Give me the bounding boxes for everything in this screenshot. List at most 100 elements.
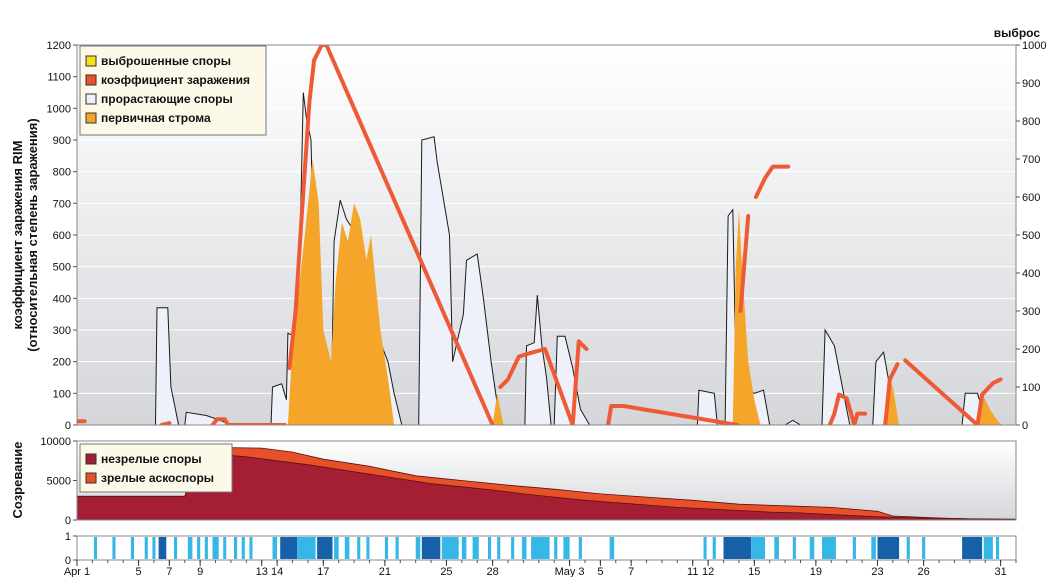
x-tick-label: 11 bbox=[687, 566, 698, 577]
event-segment bbox=[187, 537, 193, 559]
events-y-tick-label: 0 bbox=[65, 555, 71, 567]
legend-swatch-immature bbox=[85, 453, 97, 465]
x-tick-label: 7 bbox=[628, 566, 634, 577]
event-segment bbox=[158, 537, 167, 559]
event-segment bbox=[472, 537, 479, 559]
y2-tick-label: 400 bbox=[1022, 268, 1040, 280]
events-y-axis: 01 bbox=[65, 531, 77, 567]
y2-tick-label: 700 bbox=[1022, 154, 1040, 166]
x-tick-label: May 3 bbox=[555, 566, 585, 577]
event-segment bbox=[241, 537, 245, 559]
legend-swatch-germinating bbox=[85, 93, 97, 105]
legend-label-germinating: прорастающие споры bbox=[101, 92, 233, 106]
event-segment bbox=[366, 537, 370, 559]
y2-tick-label: 300 bbox=[1022, 306, 1040, 318]
event-segment bbox=[130, 537, 134, 559]
infection-y-axis: 0 100 200 300 400 500 600 700 800 900 1000 1100 1200 bbox=[47, 40, 77, 432]
legend-swatch-discharged bbox=[85, 55, 97, 67]
y-tick-label: 800 bbox=[53, 167, 71, 179]
immature-spores-area bbox=[77, 452, 1016, 520]
event-segment bbox=[144, 537, 148, 559]
event-segment bbox=[563, 537, 570, 559]
event-segment bbox=[554, 537, 558, 559]
y2-tick-label: 800 bbox=[1022, 116, 1040, 128]
event-segment bbox=[809, 537, 815, 559]
event-segment bbox=[272, 537, 278, 559]
event-segment bbox=[93, 537, 97, 559]
x-tick-label: 7 bbox=[166, 566, 172, 577]
event-segment bbox=[751, 537, 766, 559]
event-segment bbox=[852, 537, 856, 559]
y-tick-label: 1100 bbox=[47, 72, 71, 84]
event-segment bbox=[521, 537, 527, 559]
infection-index-segment bbox=[903, 358, 1003, 425]
maturation-y-tick-label: 10000 bbox=[40, 436, 71, 448]
infection-index-segment bbox=[210, 417, 287, 425]
event-segment bbox=[511, 537, 515, 559]
y-tick-label: 900 bbox=[53, 135, 71, 147]
event-segment bbox=[249, 537, 253, 559]
x-tick-label: 25 bbox=[440, 566, 452, 577]
event-segments bbox=[93, 537, 1000, 559]
ylabel-line-2: (относительная степень заражения) bbox=[25, 118, 40, 351]
event-segment bbox=[962, 537, 983, 559]
event-segment bbox=[609, 537, 615, 559]
x-tick-label: Apr 1 bbox=[64, 566, 90, 577]
event-segment bbox=[703, 537, 707, 559]
y2-tick-label: 100 bbox=[1022, 382, 1040, 394]
event-segment bbox=[357, 537, 361, 559]
event-segment bbox=[204, 537, 208, 559]
event-segment bbox=[334, 537, 339, 559]
event-segment bbox=[223, 537, 227, 559]
events-plot-frame bbox=[76, 535, 1017, 561]
y-tick-label: 0 bbox=[65, 420, 71, 432]
event-segment bbox=[317, 537, 333, 559]
infection-panel: 0100200300400500600700800900100011001200… bbox=[10, 26, 1046, 432]
maturation-panel: 0 5000 10000 Созревание незрелые споры зре… bbox=[10, 436, 1017, 527]
infection-index-line bbox=[77, 45, 1003, 425]
infection-grid bbox=[77, 44, 1016, 394]
event-segment bbox=[906, 537, 910, 559]
event-segment bbox=[461, 537, 467, 559]
discharge-axis-label: выброс bbox=[994, 26, 1041, 40]
event-segment bbox=[234, 537, 238, 559]
x-tick-label: 17 bbox=[317, 566, 329, 577]
infection-index-segment bbox=[883, 362, 900, 425]
x-tick-label: 9 bbox=[197, 566, 203, 577]
legend-label-immature: незрелые споры bbox=[101, 452, 202, 466]
x-tick-label: 13 bbox=[256, 566, 268, 577]
x-tick-label: 23 bbox=[871, 566, 883, 577]
y-tick-label: 200 bbox=[53, 357, 71, 369]
infection-index-segment bbox=[498, 339, 589, 425]
infection-legend: выброшенные споры коэффициент заражения … bbox=[79, 45, 267, 136]
event-segment bbox=[197, 537, 201, 559]
maturation-legend-box bbox=[79, 443, 233, 493]
y-tick-label: 500 bbox=[53, 262, 71, 274]
infection-index-segment bbox=[287, 45, 495, 425]
event-segment bbox=[212, 537, 219, 559]
event-segment bbox=[344, 537, 350, 559]
y2-tick-label: 200 bbox=[1022, 344, 1040, 356]
event-segment bbox=[531, 537, 550, 559]
y2-tick-label: 900 bbox=[1022, 78, 1040, 90]
primary-stroma-area bbox=[77, 159, 1016, 425]
y-tick-label: 1000 bbox=[47, 103, 71, 115]
event-segment bbox=[174, 537, 178, 559]
x-tick-label: 21 bbox=[379, 566, 391, 577]
event-segment bbox=[922, 537, 926, 559]
event-segment bbox=[723, 537, 752, 559]
event-segment bbox=[774, 537, 779, 559]
event-segment bbox=[996, 537, 1000, 559]
infection-index-segment bbox=[827, 392, 868, 425]
legend-label-discharged: выброшенные споры bbox=[101, 54, 231, 68]
infection-legend-box bbox=[79, 45, 267, 136]
x-tick-label: 31 bbox=[994, 566, 1006, 577]
maturation-y-tick-label: 0 bbox=[65, 515, 71, 527]
x-tick-label: 15 bbox=[748, 566, 760, 577]
infection-index-segment bbox=[606, 404, 740, 425]
x-tick-label: 26 bbox=[918, 566, 930, 577]
event-segment bbox=[578, 537, 582, 559]
y2-tick-label: 600 bbox=[1022, 192, 1040, 204]
event-segment bbox=[415, 537, 421, 559]
